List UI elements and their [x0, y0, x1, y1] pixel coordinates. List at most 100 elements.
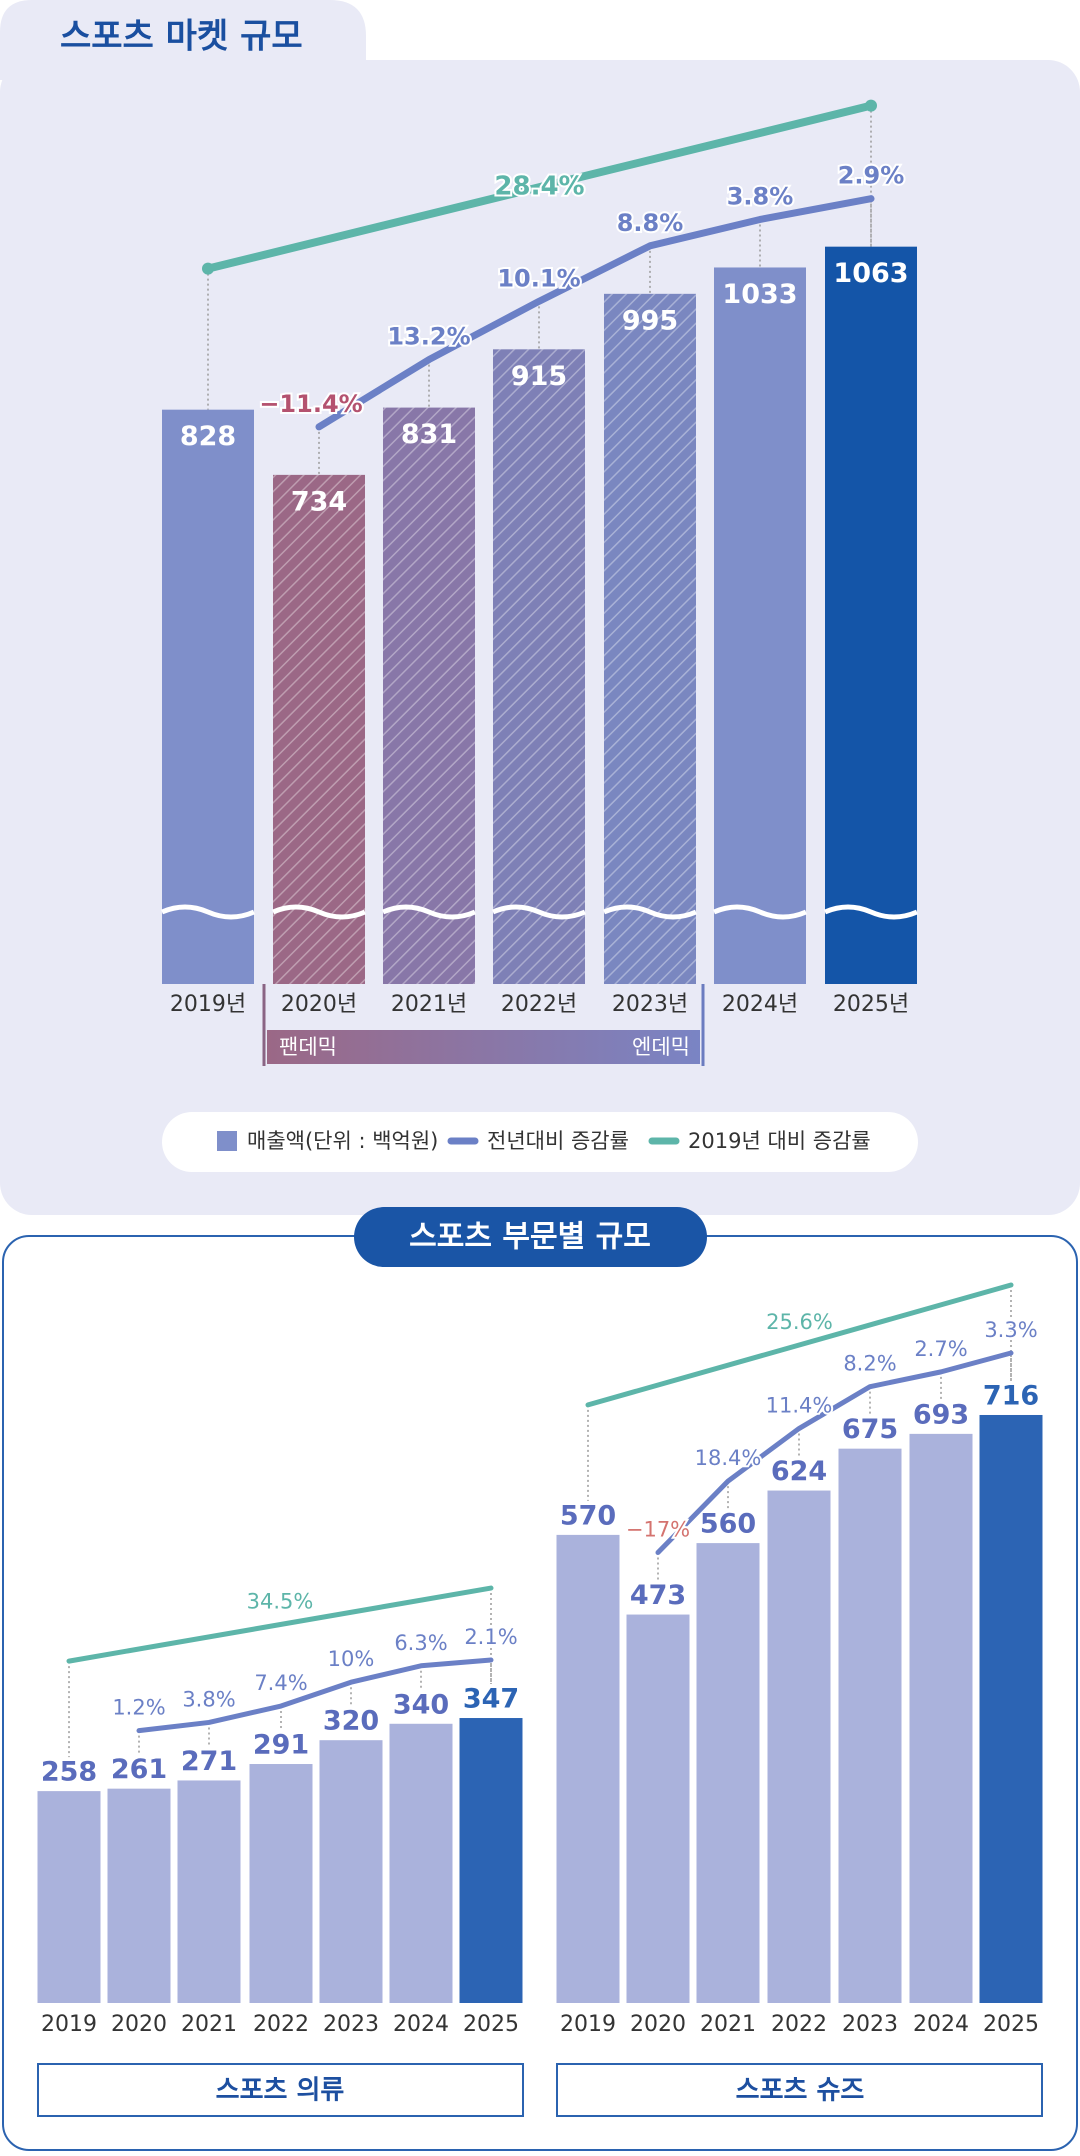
data-label: 25.6%	[766, 1310, 833, 1334]
bar-hatch	[383, 407, 475, 984]
x-tick-label: 2019	[41, 2012, 97, 2037]
value-label: 291	[253, 1730, 309, 1761]
data-label: 7.4%	[254, 1671, 307, 1695]
value-label: 340	[393, 1689, 449, 1720]
value-label: 716	[983, 1380, 1039, 1411]
period-label: 엔데믹	[632, 1035, 690, 1059]
legend-swatch	[217, 1131, 237, 1151]
comparison-line	[204, 101, 875, 273]
value-label: 831	[401, 419, 457, 450]
growth-line	[655, 1350, 1014, 1556]
value-label: 693	[913, 1399, 969, 1430]
x-tick-label: 2023	[323, 2012, 379, 2037]
bar	[459, 1718, 523, 2003]
x-tick-label: 2024	[913, 2012, 969, 2037]
data-label: 8.8%	[617, 209, 684, 237]
data-label: 10%	[328, 1647, 375, 1671]
data-label: 8.2%	[843, 1352, 896, 1376]
bar	[979, 1414, 1043, 2003]
value-label: 473	[630, 1580, 686, 1611]
x-tick-label: 2023년	[612, 992, 688, 1017]
chart-title: 스포츠 마켓 규모	[60, 17, 303, 57]
value-label: 915	[511, 361, 567, 392]
data-label: 3.8%	[727, 182, 794, 210]
line-end	[865, 99, 877, 112]
title-tab	[0, 0, 366, 80]
bar-hatch	[493, 349, 585, 984]
value-label: 675	[842, 1414, 898, 1445]
bar	[909, 1433, 973, 2003]
x-tick-label: 2023	[842, 2012, 898, 2037]
value-label: 261	[111, 1754, 167, 1785]
bar-hatch	[273, 474, 365, 984]
data-label: 11.4%	[766, 1394, 833, 1418]
legend-box	[162, 1112, 918, 1172]
comparison-line	[585, 1282, 1014, 1408]
bar	[714, 267, 806, 984]
bar	[767, 1490, 831, 2003]
data-label: 28.4%	[494, 172, 584, 202]
x-tick-label: 2022년	[501, 992, 577, 1017]
legend-label: 2019년 대비 증감률	[688, 1129, 871, 1153]
x-tick-label: 2022	[771, 2012, 827, 2037]
data-label: 18.4%	[695, 1446, 762, 1470]
data-label: 3.8%	[182, 1687, 235, 1711]
value-label: 320	[323, 1706, 379, 1737]
value-label: 258	[41, 1757, 97, 1788]
value-label: 1033	[722, 279, 797, 310]
period-label: 팬데믹	[279, 1035, 337, 1059]
growth-line	[315, 195, 875, 431]
value-label: 1063	[833, 258, 908, 289]
data-label: 10.1%	[497, 264, 580, 292]
data-label: 2.7%	[914, 1337, 967, 1361]
x-tick-label: 2019년	[170, 992, 246, 1017]
title-box	[37, 2063, 524, 2117]
x-tick-label: 2020년	[281, 992, 357, 1017]
x-tick-label: 2019	[560, 2012, 616, 2037]
value-label: 347	[463, 1684, 519, 1715]
x-tick-label: 2025년	[833, 992, 909, 1017]
title-box	[556, 2063, 1043, 2117]
axis-break	[492, 904, 586, 920]
chart-title: 스포츠 슈즈	[736, 2076, 865, 2106]
x-tick-label: 2025	[983, 2012, 1039, 2037]
data-label: 3.3%	[984, 1318, 1037, 1342]
axis-break	[603, 904, 697, 920]
x-tick-label: 2022	[253, 2012, 309, 2037]
data-label: −11.4%	[259, 390, 362, 418]
bar	[37, 1791, 101, 2003]
axis-break	[161, 904, 255, 920]
value-label: 271	[181, 1746, 237, 1777]
data-label: 34.5%	[247, 1590, 314, 1614]
x-tick-label: 2024년	[722, 992, 798, 1017]
bar	[389, 1723, 453, 2003]
value-label: 734	[291, 486, 347, 517]
x-tick-label: 2020	[630, 2012, 686, 2037]
axis-break	[382, 904, 476, 920]
growth-line	[136, 1657, 494, 1734]
axis-break	[824, 904, 918, 920]
chart-title: 스포츠 의류	[216, 2076, 345, 2106]
bar-hatch	[604, 293, 696, 985]
x-tick-label: 2025	[463, 2012, 519, 2037]
period-band	[267, 1030, 700, 1064]
section-pill	[354, 1207, 707, 1267]
legend-label: 매출액(단위 : 백억원)	[247, 1129, 438, 1153]
bar	[249, 1764, 313, 2003]
x-tick-label: 2021년	[391, 992, 467, 1017]
data-label: 2.9%	[838, 162, 905, 190]
value-label: 560	[700, 1509, 756, 1540]
axis-break	[713, 904, 807, 920]
bar	[825, 246, 917, 984]
bar	[162, 409, 254, 985]
legend-label: 전년대비 증감률	[487, 1129, 629, 1153]
bar	[696, 1543, 760, 2003]
x-tick-label: 2021	[700, 2012, 756, 2037]
data-label: 6.3%	[394, 1631, 447, 1655]
bar	[107, 1788, 171, 2003]
x-tick-label: 2021	[181, 2012, 237, 2037]
value-label: 624	[771, 1456, 827, 1487]
x-tick-label: 2024	[393, 2012, 449, 2037]
bar	[319, 1740, 383, 2003]
